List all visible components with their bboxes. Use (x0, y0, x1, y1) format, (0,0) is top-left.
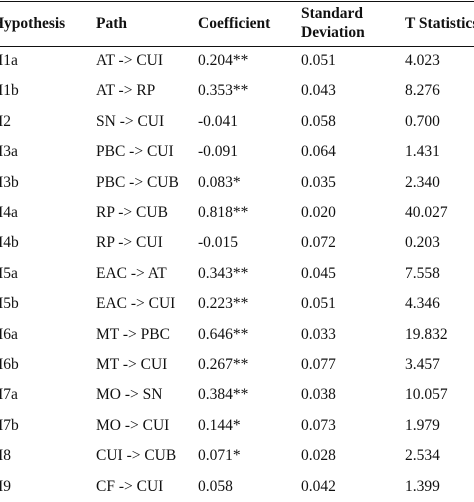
cell-t-statistics: 7.558 (405, 264, 440, 282)
cell-t-statistics: 1.399 (405, 477, 440, 495)
cell-hypothesis: H2 (0, 112, 11, 130)
cell-hypothesis: H6b (0, 356, 19, 373)
cell-standard-deviation: 0.051 (301, 52, 336, 69)
header-coefficient: Coefficient (198, 14, 271, 32)
cell-coefficient: -0.015 (198, 234, 239, 252)
cell-path: MT -> PBC (96, 325, 170, 343)
cell-standard-deviation: 0.077 (301, 356, 336, 373)
cell-hypothesis: H8 (0, 447, 11, 465)
cell-hypothesis: H5b (0, 295, 19, 313)
table-row: H8 CUI -> CUB 0.071* 0.028 2.534 (0, 441, 474, 471)
header-path: Path (96, 14, 127, 32)
cell-coefficient: 0.646** (198, 325, 249, 343)
cell-standard-deviation: 0.035 (301, 173, 336, 191)
cell-hypothesis: H7b (0, 416, 19, 434)
cell-coefficient: 0.058 (198, 477, 233, 495)
cell-path: MO -> CUI (96, 416, 170, 434)
cell-coefficient: -0.041 (198, 112, 239, 130)
header-t-statistics: T Statistics (405, 14, 474, 32)
cell-t-statistics: 1.979 (405, 416, 440, 434)
cell-path: EAC -> CUI (96, 295, 176, 313)
cell-standard-deviation: 0.028 (301, 447, 336, 465)
table-row: H3b PBC -> CUB 0.083* 0.035 2.340 (0, 168, 474, 198)
table-row: H3a PBC -> CUI -0.091 0.064 1.431 (0, 137, 474, 167)
cell-coefficient: 0.071* (198, 447, 241, 465)
cell-hypothesis: H9 (0, 477, 11, 495)
cell-standard-deviation: 0.072 (301, 234, 336, 252)
cell-t-statistics: 4.023 (405, 52, 440, 69)
cell-hypothesis: H3a (0, 143, 18, 161)
cell-coefficient: 0.343** (198, 264, 249, 282)
cell-t-statistics: 8.276 (405, 82, 440, 100)
cell-standard-deviation: 0.042 (301, 477, 336, 495)
cell-t-statistics: 2.534 (405, 447, 440, 465)
cell-standard-deviation: 0.038 (301, 386, 336, 404)
table-row: H7a MO -> SN 0.384** 0.038 10.057 (0, 380, 474, 410)
table-row: H4b RP -> CUI -0.015 0.072 0.203 (0, 228, 474, 258)
cell-standard-deviation: 0.064 (301, 143, 336, 161)
table-row: H6b MT -> CUI 0.267** 0.077 3.457 (0, 350, 474, 380)
cell-t-statistics: 10.057 (405, 386, 448, 404)
cell-coefficient: 0.223** (198, 295, 249, 313)
cell-t-statistics: 2.340 (405, 173, 440, 191)
cell-coefficient: 0.204** (198, 52, 249, 69)
cell-hypothesis: H6a (0, 325, 18, 343)
cell-t-statistics: 4.346 (405, 295, 440, 313)
table-row: H5b EAC -> CUI 0.223** 0.051 4.346 (0, 289, 474, 319)
table-row: H5a EAC -> AT 0.343** 0.045 7.558 (0, 259, 474, 289)
cell-hypothesis: H5a (0, 264, 18, 282)
cell-standard-deviation: 0.051 (301, 295, 336, 313)
header-hypothesis: Hypothesis (0, 14, 66, 32)
table-row: H2 SN -> CUI -0.041 0.058 0.700 (0, 107, 474, 137)
cell-standard-deviation: 0.045 (301, 264, 336, 282)
cell-path: RP -> CUB (96, 204, 168, 221)
cell-standard-deviation: 0.020 (301, 204, 336, 221)
header-rule (0, 46, 474, 47)
table-row: H1b AT -> RP 0.353** 0.043 8.276 (0, 76, 474, 106)
cell-path: CF -> CUI (96, 477, 164, 495)
cell-t-statistics: 0.700 (405, 112, 440, 130)
cell-path: SN -> CUI (96, 112, 165, 130)
cell-hypothesis: H1a (0, 52, 18, 69)
cell-hypothesis: H7a (0, 386, 18, 404)
cell-standard-deviation: 0.058 (301, 112, 336, 130)
cell-t-statistics: 40.027 (405, 204, 448, 221)
header-standard-deviation: Standard Deviation (301, 5, 365, 41)
cell-path: RP -> CUI (96, 234, 163, 252)
top-rule (0, 1, 474, 2)
cell-path: MO -> SN (96, 386, 163, 404)
cell-standard-deviation: 0.033 (301, 325, 336, 343)
cell-coefficient: -0.091 (198, 143, 239, 161)
cell-path: PBC -> CUB (96, 173, 179, 191)
table-row: H7b MO -> CUI 0.144* 0.073 1.979 (0, 411, 474, 441)
cell-standard-deviation: 0.073 (301, 416, 336, 434)
cell-coefficient: 0.384** (198, 386, 249, 404)
cell-t-statistics: 0.203 (405, 234, 440, 252)
cell-path: PBC -> CUI (96, 143, 174, 161)
cell-hypothesis: H3b (0, 173, 19, 191)
cell-coefficient: 0.818** (198, 204, 249, 221)
cell-coefficient: 0.267** (198, 356, 249, 373)
cell-t-statistics: 19.832 (405, 325, 448, 343)
cell-path: AT -> CUI (96, 52, 164, 69)
table-row: H4a RP -> CUB 0.818** 0.020 40.027 (0, 198, 474, 228)
cell-t-statistics: 1.431 (405, 143, 440, 161)
cell-path: MT -> CUI (96, 356, 168, 373)
cell-t-statistics: 3.457 (405, 356, 440, 373)
table-row: H9 CF -> CUI 0.058 0.042 1.399 (0, 472, 474, 502)
table-row: H6a MT -> PBC 0.646** 0.033 19.832 (0, 320, 474, 350)
cell-path: AT -> RP (96, 82, 156, 100)
cell-hypothesis: H4a (0, 204, 18, 221)
cell-coefficient: 0.353** (198, 82, 249, 100)
table-row: H1a AT -> CUI 0.204** 0.051 4.023 (0, 46, 474, 76)
cell-coefficient: 0.144* (198, 416, 241, 434)
cell-standard-deviation: 0.043 (301, 82, 336, 100)
cell-coefficient: 0.083* (198, 173, 241, 191)
cell-path: EAC -> AT (96, 264, 167, 282)
cell-path: CUI -> CUB (96, 447, 177, 465)
cell-hypothesis: H4b (0, 234, 19, 252)
cell-hypothesis: H1b (0, 82, 19, 100)
